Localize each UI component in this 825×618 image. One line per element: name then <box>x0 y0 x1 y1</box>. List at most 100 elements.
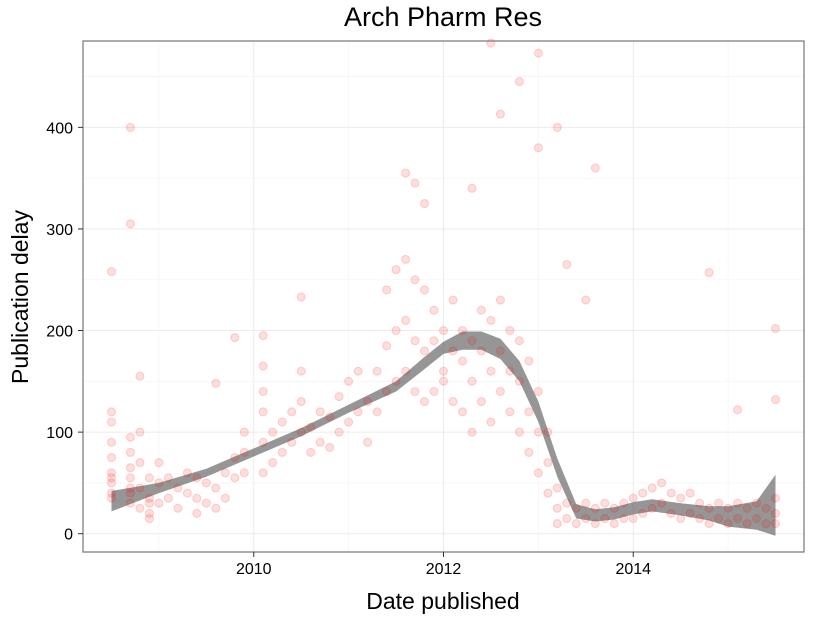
data-point <box>676 493 686 503</box>
x-tick-label: 2010 <box>236 561 272 578</box>
data-point <box>154 498 164 508</box>
data-point <box>277 417 287 427</box>
data-point <box>258 361 268 371</box>
data-point <box>590 163 600 173</box>
data-point <box>619 513 629 524</box>
data-point <box>761 519 771 529</box>
data-point <box>239 447 249 457</box>
data-point <box>144 493 154 503</box>
data-point <box>609 519 619 529</box>
data-point <box>173 503 183 513</box>
data-point <box>382 386 392 397</box>
data-point <box>353 366 363 376</box>
data-point <box>419 397 430 407</box>
data-point <box>514 77 524 87</box>
data-point <box>135 371 145 381</box>
data-point <box>106 267 117 277</box>
data-point <box>609 503 619 513</box>
data-point <box>552 483 562 493</box>
smooth-layer <box>111 331 776 536</box>
data-point <box>600 498 610 508</box>
data-point <box>125 488 135 498</box>
data-point <box>211 503 221 513</box>
data-point <box>410 275 420 285</box>
data-point <box>733 405 743 415</box>
data-point <box>685 508 695 518</box>
data-point <box>457 356 468 366</box>
data-point <box>277 447 287 457</box>
data-point <box>344 376 354 386</box>
data-point <box>448 397 458 407</box>
data-point <box>410 178 420 188</box>
chart-title: Arch Pharm Res <box>344 2 542 32</box>
data-point <box>268 458 278 468</box>
data-point <box>486 38 496 48</box>
data-point <box>334 427 344 437</box>
data-point <box>125 432 135 442</box>
data-point <box>106 437 117 447</box>
data-point <box>543 458 553 468</box>
data-point <box>135 458 145 468</box>
data-point <box>666 488 676 498</box>
data-point <box>296 427 306 437</box>
data-point <box>486 315 496 325</box>
points-layer <box>106 38 781 529</box>
data-point <box>581 295 591 305</box>
data-point <box>533 386 543 397</box>
data-point <box>562 498 572 508</box>
data-point <box>533 468 543 478</box>
data-point <box>306 447 316 457</box>
data-point <box>438 376 449 386</box>
data-point <box>201 498 211 508</box>
y-axis-title: Publication delay <box>7 210 33 384</box>
data-point <box>467 183 477 193</box>
data-point <box>486 417 496 427</box>
data-point <box>666 508 676 518</box>
data-point <box>239 427 249 437</box>
data-point <box>657 478 667 488</box>
data-point <box>752 498 762 508</box>
data-point <box>742 519 752 529</box>
data-point <box>106 407 117 417</box>
data-point <box>258 331 268 341</box>
data-point <box>495 109 505 119</box>
data-point <box>552 519 562 529</box>
data-point <box>391 376 401 386</box>
data-point <box>315 437 325 447</box>
data-point <box>268 427 278 437</box>
data-point <box>723 503 733 513</box>
x-axis-title: Date published <box>366 588 519 614</box>
data-point <box>628 513 638 524</box>
data-point <box>230 452 240 463</box>
data-point <box>457 407 468 417</box>
data-point <box>125 498 135 508</box>
data-point <box>505 407 515 417</box>
data-point <box>106 478 117 488</box>
data-point <box>533 143 543 153</box>
data-point <box>192 493 202 503</box>
data-point <box>467 376 477 386</box>
data-point <box>505 325 515 336</box>
x-tick-label: 2012 <box>426 561 462 578</box>
data-point <box>296 292 306 302</box>
data-point <box>192 473 202 483</box>
data-point <box>638 488 648 498</box>
data-point <box>334 392 344 402</box>
data-point <box>125 483 135 493</box>
data-point <box>401 254 411 264</box>
data-point <box>514 376 524 386</box>
data-point <box>296 366 306 376</box>
data-point <box>125 447 135 457</box>
data-point <box>581 513 591 524</box>
data-point <box>163 473 173 483</box>
data-point <box>448 295 458 305</box>
data-point <box>391 325 401 336</box>
data-point <box>752 513 762 524</box>
data-point <box>106 452 117 463</box>
data-point <box>723 519 733 529</box>
data-point <box>619 498 629 508</box>
data-point <box>514 427 524 437</box>
data-point <box>173 483 183 493</box>
data-point <box>704 503 714 513</box>
